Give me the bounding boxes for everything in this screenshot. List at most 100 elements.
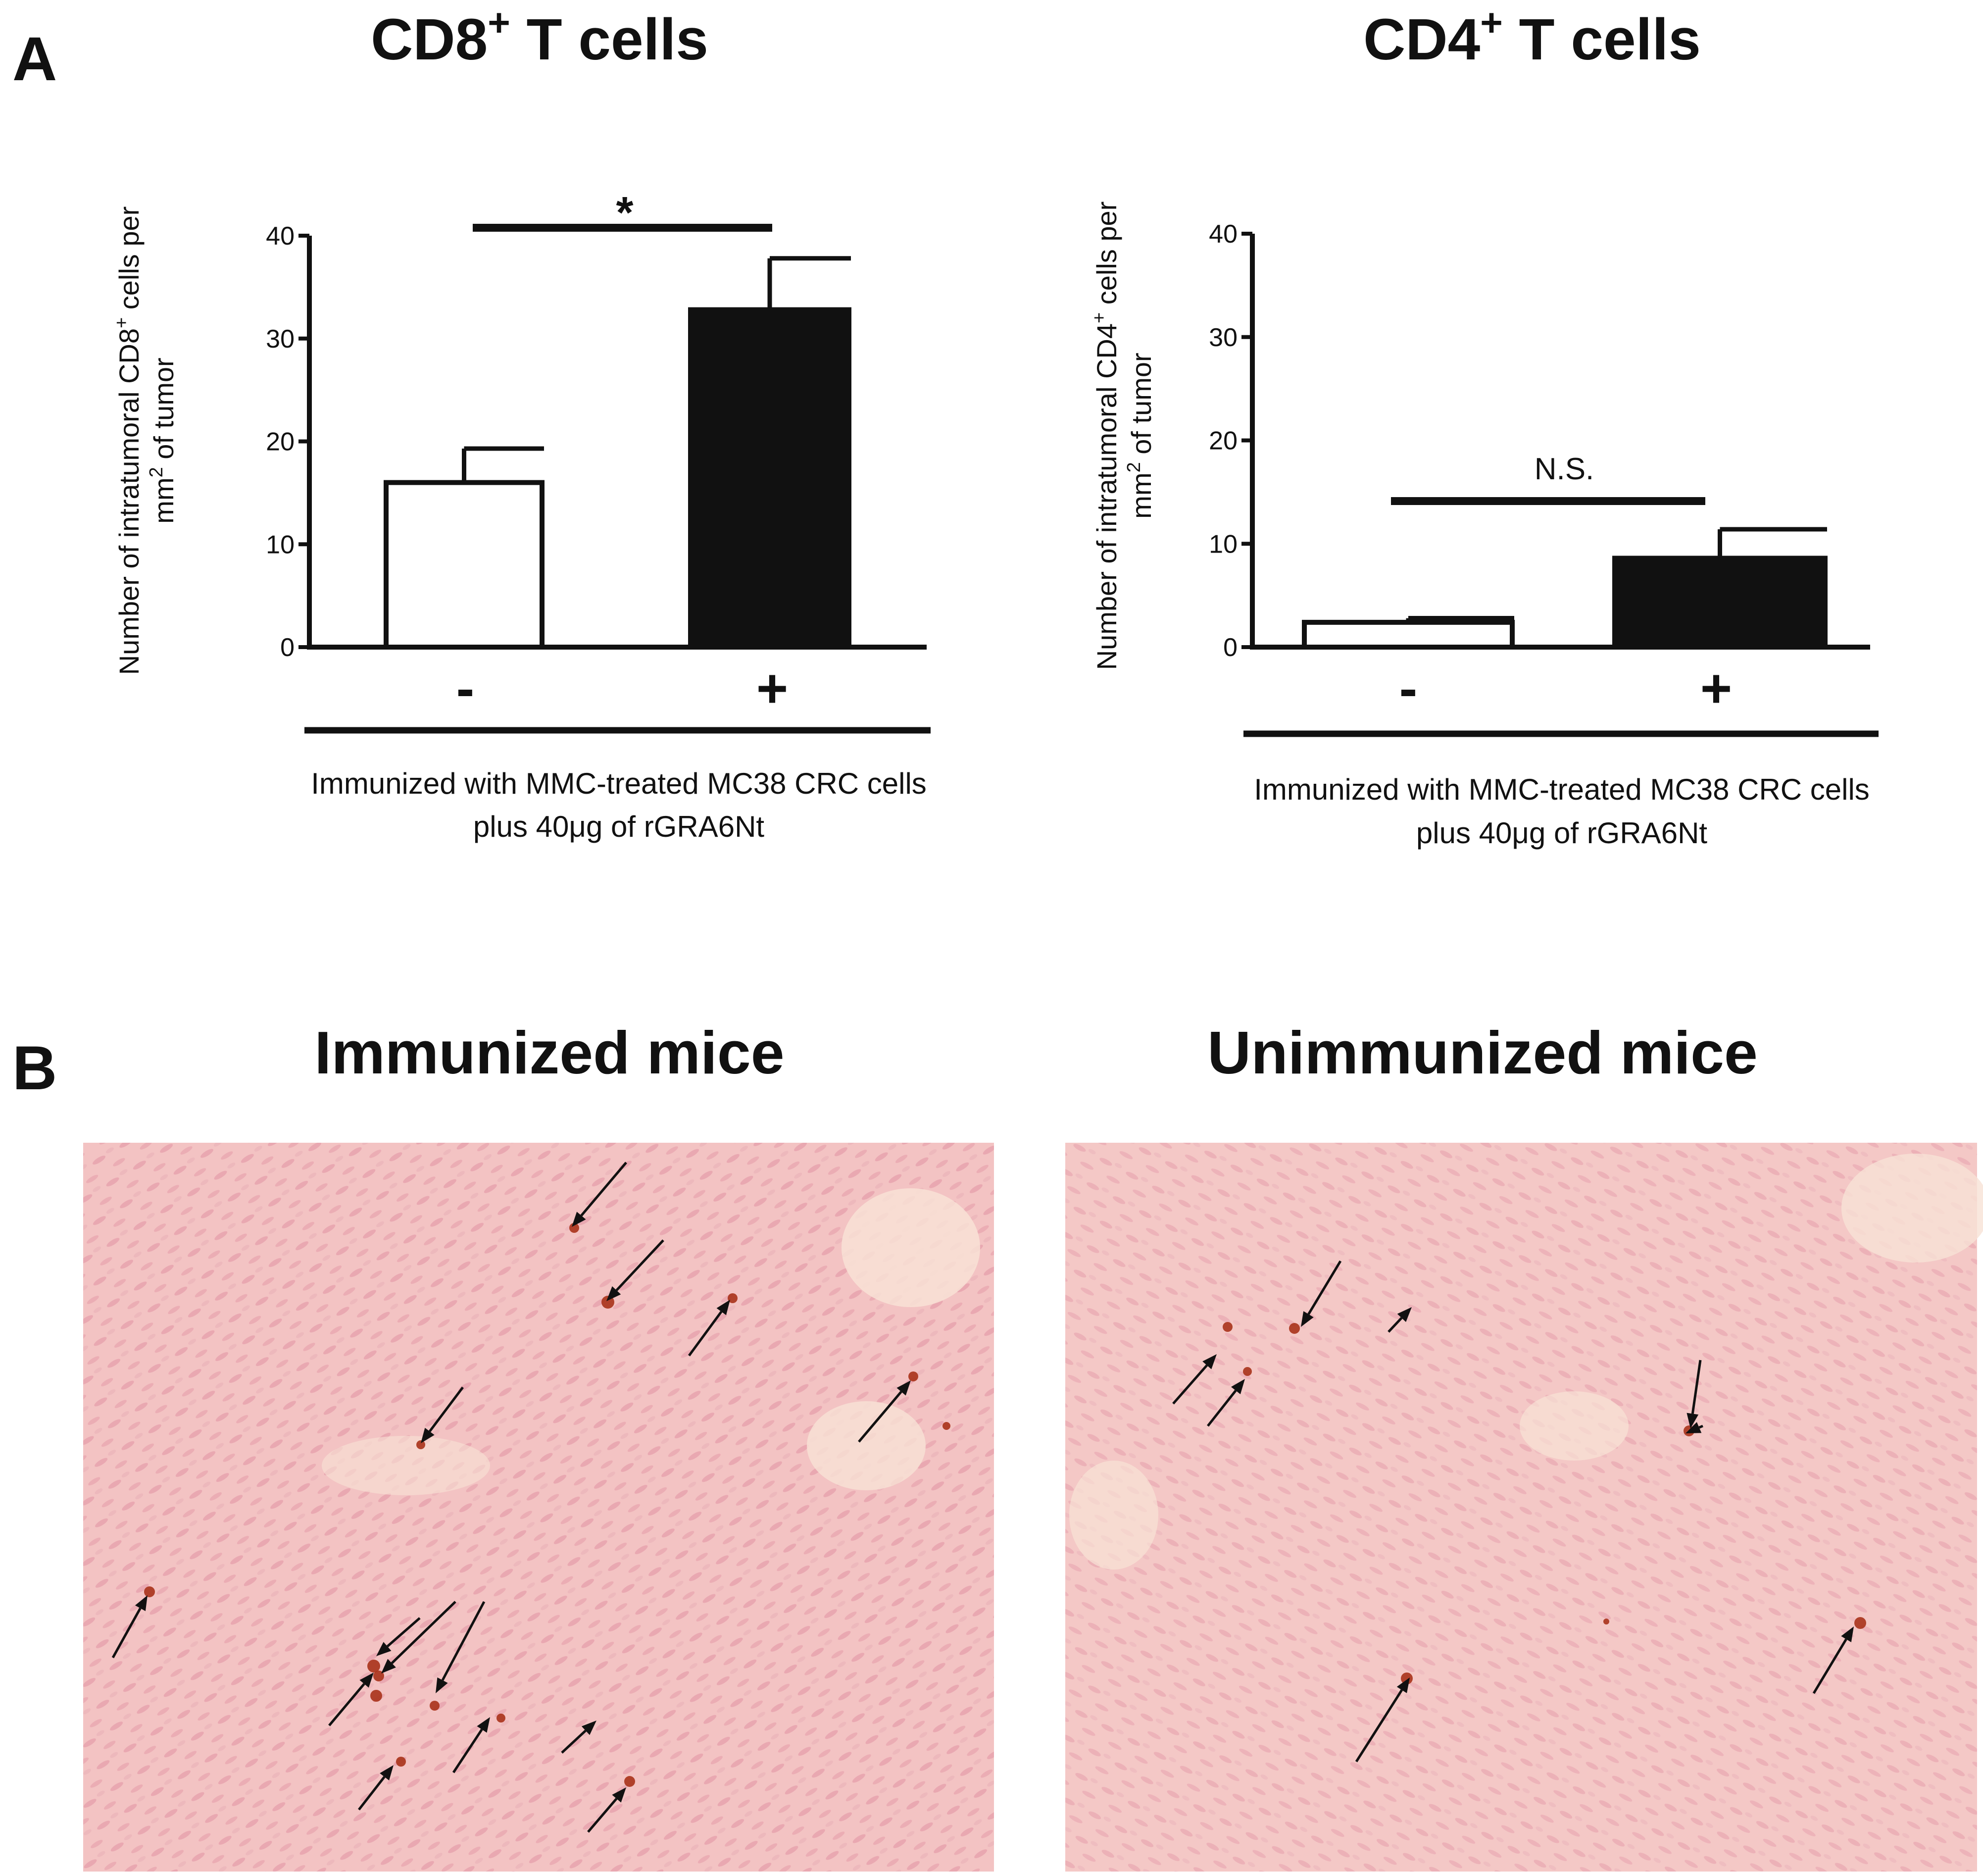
panel-b-letter: B	[12, 1034, 57, 1103]
arrow-head	[1686, 1413, 1699, 1428]
arrow-shaft	[1691, 1360, 1702, 1414]
arrow-head	[359, 1673, 374, 1688]
arrow-marker	[1388, 1307, 1412, 1333]
micrograph-title-unimmunized: Unimmunized mice	[1207, 1019, 1758, 1086]
arrow-marker	[381, 1601, 456, 1673]
arrow-marker	[1172, 1354, 1217, 1405]
y-axis-label-line2: mm2 of tumor	[1124, 353, 1157, 518]
stained-cell	[1854, 1617, 1866, 1629]
arrow-head	[376, 1642, 392, 1656]
arrow-head	[1397, 1307, 1412, 1322]
arrow-marker	[358, 1765, 394, 1811]
arrow-marker	[858, 1380, 911, 1443]
arrow-head	[1202, 1354, 1217, 1369]
stained-cell	[416, 1440, 425, 1449]
stained-cell	[144, 1586, 155, 1597]
arrow-shaft	[358, 1776, 386, 1811]
stained-cell	[908, 1371, 918, 1381]
stained-cell	[370, 1690, 382, 1702]
arrow-marker	[1686, 1422, 1703, 1433]
group-label-line2: plus 40μg of rGRA6Nt	[473, 810, 764, 843]
arrow-marker	[587, 1787, 626, 1833]
tissue-clearing	[1520, 1391, 1629, 1461]
arrow-marker	[421, 1386, 464, 1443]
y-tick-label: 40	[1209, 220, 1238, 249]
arrow-marker	[376, 1617, 421, 1656]
arrow-marker	[561, 1721, 596, 1754]
arrow-head	[896, 1380, 911, 1396]
arrow-shaft	[1812, 1638, 1847, 1694]
stained-cell	[624, 1776, 635, 1787]
tissue-clearing	[1069, 1461, 1158, 1570]
arrow-marker	[328, 1673, 374, 1726]
stained-cell	[1223, 1322, 1233, 1332]
y-tick-label: 30	[1209, 323, 1238, 352]
chart-title: CD8+ T cells	[371, 0, 708, 72]
arrow-head	[477, 1717, 490, 1733]
arrow-shaft	[858, 1391, 902, 1443]
stained-cell	[1401, 1673, 1413, 1684]
group-label-line1: Immunized with MMC-treated MC38 CRC cell…	[311, 767, 927, 800]
arrow-shaft	[1207, 1389, 1237, 1427]
tissue-clearing	[322, 1436, 490, 1495]
tissue-clearing	[807, 1401, 926, 1490]
arrow-head	[1686, 1422, 1702, 1433]
category-label-positive: +	[756, 658, 788, 719]
stained-cell	[1603, 1619, 1609, 1624]
arrow-shaft	[615, 1239, 664, 1291]
stained-cell	[430, 1701, 440, 1711]
arrow-head	[436, 1677, 448, 1693]
arrow-head	[381, 1659, 396, 1673]
chart-title: CD4+ T cells	[1363, 0, 1701, 72]
arrow-shaft	[688, 1311, 723, 1357]
arrow-shaft	[111, 1608, 142, 1659]
arrow-marker	[1686, 1360, 1702, 1428]
category-label-negative: -	[456, 658, 475, 719]
bar	[384, 480, 545, 650]
arrow-shaft	[1307, 1260, 1342, 1315]
y-tick-label: 20	[1209, 427, 1238, 456]
category-label-negative: -	[1399, 658, 1418, 719]
arrow-head	[716, 1300, 730, 1316]
stained-cell	[942, 1422, 950, 1430]
arrow-shaft	[1698, 1424, 1703, 1429]
micrograph-unimmunized	[1065, 1143, 1983, 1872]
significance-label: *	[616, 188, 633, 238]
y-axis-label-line1: Number of intratumoral CD8+ cells per	[111, 206, 145, 675]
panel-a-letter: A	[12, 25, 57, 94]
arrow-marker	[688, 1300, 730, 1357]
arrow-head	[1301, 1311, 1314, 1327]
arrow-head	[1396, 1677, 1410, 1693]
arrow-shaft	[386, 1617, 421, 1648]
arrow-marker	[111, 1595, 148, 1659]
arrow-head	[380, 1765, 394, 1781]
arrow-shaft	[429, 1386, 464, 1432]
group-label-line2: plus 40μg of rGRA6Nt	[1416, 816, 1707, 850]
stained-cell	[367, 1660, 380, 1673]
arrow-marker	[606, 1239, 664, 1301]
bar	[1302, 619, 1515, 650]
y-tick-label: 40	[266, 222, 295, 251]
arrow-head	[606, 1286, 621, 1301]
arrow-head	[135, 1595, 148, 1612]
arrow-shaft	[587, 1798, 618, 1833]
stained-cell	[728, 1293, 738, 1303]
bar	[688, 307, 851, 650]
micrograph-title-immunized: Immunized mice	[314, 1019, 784, 1086]
cd4-chart: CD4+ T cells Number of intratumoral CD4+…	[1089, 0, 1879, 850]
y-tick-label: 10	[1209, 530, 1238, 558]
arrow-shaft	[391, 1601, 456, 1664]
arrow-head	[612, 1787, 626, 1803]
arrow-marker	[436, 1601, 486, 1693]
group-label-line1: Immunized with MMC-treated MC38 CRC cell…	[1254, 773, 1870, 806]
arrow-shaft	[1388, 1317, 1403, 1333]
micrograph-immunized	[83, 1143, 994, 1872]
arrow-marker	[1812, 1626, 1854, 1694]
stained-cell	[396, 1757, 406, 1767]
stained-cell	[496, 1714, 505, 1723]
y-axis-label-line1: Number of intratumoral CD4+ cells per	[1089, 202, 1122, 670]
significance-label: N.S.	[1535, 452, 1594, 486]
stained-cell	[569, 1223, 579, 1233]
cd8-chart: CD8+ T cells Number of intratumoral CD8+…	[111, 0, 931, 843]
